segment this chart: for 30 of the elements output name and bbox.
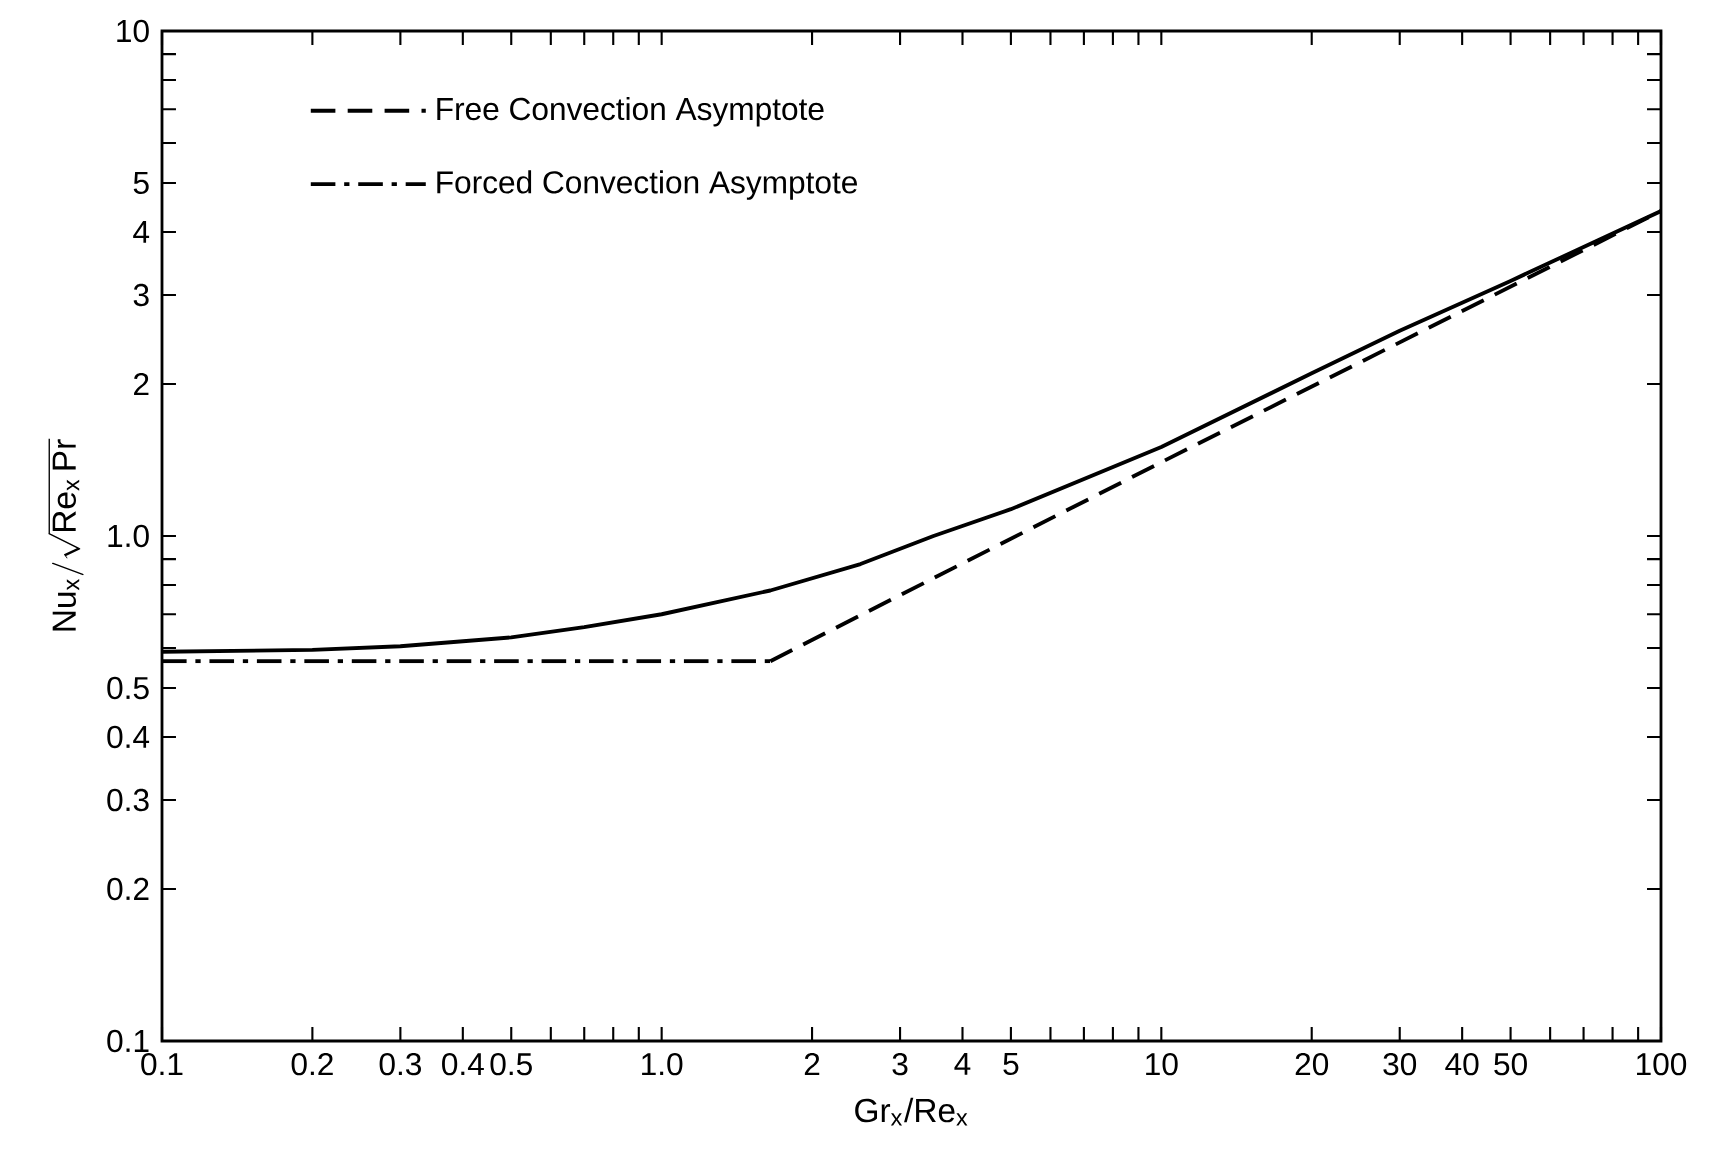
legend-label: Free Convection Asymptote	[437, 96, 824, 127]
y-tick-label: 1.0	[108, 524, 149, 548]
x-tick-label: 0.3	[379, 1052, 421, 1076]
y-tick-label: 4	[133, 221, 150, 243]
x-tick-label: 0.2	[291, 1052, 333, 1076]
x-tick-label: 5	[1003, 1052, 1019, 1076]
x-axis-title: Gr$_{x}$/Re$_{x}$	[855, 1097, 968, 1126]
y-axis-title: $\mathrm{Nu_x}/\sqrt{\mathrm{Re_x\,Pr}}$	[48, 438, 84, 631]
x-tick-label: 50	[1494, 1052, 1527, 1076]
y-tick-label: 10	[117, 19, 149, 43]
x-tick-label: 3	[892, 1052, 908, 1076]
x-tick-label: 0.5	[490, 1052, 532, 1076]
x-tick-label: 2	[804, 1052, 820, 1076]
x-tick-label: 0.4	[442, 1052, 484, 1076]
y-tick-label: 0.5	[107, 676, 149, 700]
y-tick-label: 0.1	[107, 1029, 149, 1053]
y-tick-label: 5	[133, 171, 149, 195]
x-tick-label: 100	[1637, 1052, 1687, 1076]
x-tick-label: 10	[1146, 1052, 1178, 1076]
x-tick-label: 40	[1445, 1052, 1479, 1076]
legend-label: Forced Convection Asymptote	[437, 170, 857, 200]
x-tick-label: 1.0	[642, 1052, 683, 1076]
y-tick-label: 3	[133, 283, 149, 307]
x-tick-label: 30	[1383, 1052, 1417, 1076]
y-tick-label: 0.3	[107, 788, 149, 812]
x-tick-label: 4	[954, 1052, 971, 1075]
y-tick-label: 0.2	[107, 877, 149, 901]
x-tick-label: 20	[1295, 1052, 1329, 1076]
y-tick-label: 0.4	[107, 725, 150, 749]
y-tick-label: 2	[134, 372, 149, 396]
